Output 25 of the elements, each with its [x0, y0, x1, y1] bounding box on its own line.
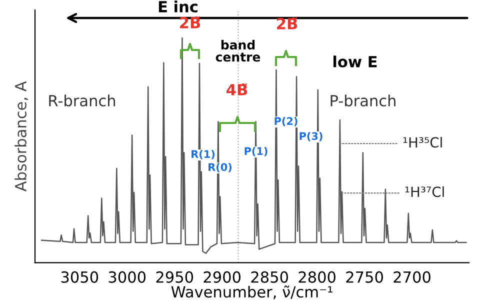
x-tick-label: 2850 — [251, 271, 288, 283]
annotation: P(3) — [300, 132, 322, 142]
y-axis-title: Absorbance, A — [14, 81, 28, 192]
annotation: R(0) — [208, 162, 232, 172]
x-tick-label: 3050 — [61, 271, 98, 283]
x-tick-label: 2900 — [204, 271, 241, 283]
annotation: 4B̃ — [226, 83, 248, 96]
x-tick-label: 2750 — [346, 271, 383, 283]
annotation: R(1) — [192, 150, 214, 160]
x-axis-title: Wavenumber, ν̃/cm⁻¹ — [171, 286, 332, 300]
x-tick-label: 3000 — [108, 271, 146, 283]
annotation: P(2) — [274, 116, 298, 126]
x-tick-label: 2800 — [298, 271, 336, 283]
text: E inc — [158, 0, 198, 12]
annotation: R-branch — [49, 94, 116, 106]
annotation: P(1) — [244, 146, 268, 156]
x-tick-label: 2950 — [156, 271, 194, 283]
annotation: P-branch — [330, 94, 396, 106]
annotation: ¹H³⁷Cl — [405, 186, 444, 198]
annotation: band centre — [216, 40, 260, 62]
annotation: low E — [333, 56, 377, 68]
text: 2B̃ — [180, 16, 200, 28]
annotation: ¹H³⁵Cl — [403, 136, 442, 148]
x-tick-label: 2700 — [394, 271, 430, 283]
text: 2B̃ — [277, 17, 298, 30]
